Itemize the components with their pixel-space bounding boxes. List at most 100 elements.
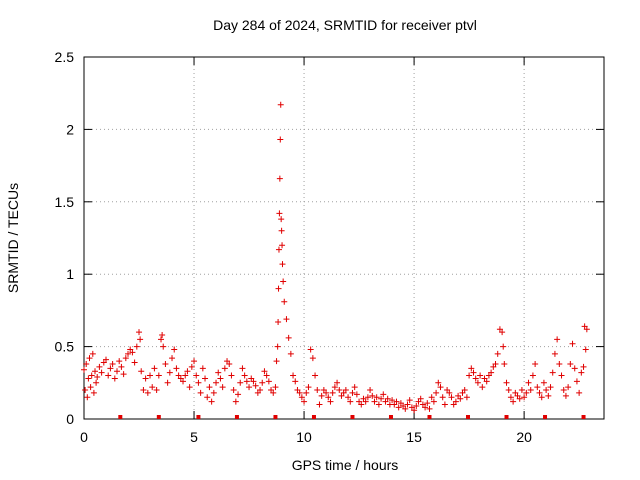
baseline-marker (311, 415, 316, 419)
data-point (375, 401, 382, 408)
data-point (301, 398, 308, 405)
data-point (159, 332, 166, 339)
data-point (305, 384, 312, 391)
data-point (105, 372, 112, 379)
data-point (492, 360, 499, 367)
data-point (219, 384, 226, 391)
baseline-marker (273, 415, 278, 419)
data-point (448, 394, 455, 401)
data-point (206, 384, 213, 391)
data-point (199, 365, 206, 372)
data-point (430, 398, 437, 405)
data-point (518, 387, 525, 394)
x-tick-label: 10 (296, 429, 312, 445)
data-point (422, 404, 429, 411)
data-point (327, 398, 334, 405)
data-point (261, 368, 268, 375)
data-point (371, 398, 378, 405)
data-point (210, 389, 217, 396)
data-point (501, 360, 508, 367)
data-point (583, 326, 590, 333)
data-point (556, 360, 563, 367)
data-point (186, 384, 193, 391)
data-point (576, 389, 583, 396)
data-point (404, 401, 411, 408)
data-point (122, 355, 129, 362)
data-point (250, 378, 257, 385)
baseline-marker (466, 415, 471, 419)
data-point (549, 369, 556, 376)
data-point (510, 398, 517, 405)
data-point (275, 285, 282, 292)
data-point (474, 379, 481, 386)
data-point (558, 372, 565, 379)
data-point (239, 365, 246, 372)
data-point (312, 372, 319, 379)
data-point (452, 398, 459, 405)
data-point (578, 369, 585, 376)
data-point (118, 363, 125, 370)
data-point (188, 363, 195, 370)
data-point (217, 375, 224, 382)
data-point (221, 365, 228, 372)
y-axis-label: SRMTID / TECUs (5, 183, 21, 293)
baseline-marker (234, 415, 239, 419)
data-point (507, 394, 514, 401)
data-point (287, 350, 294, 357)
baseline-marker (196, 415, 201, 419)
data-point (285, 334, 292, 341)
data-point (290, 372, 297, 379)
data-point (278, 216, 285, 223)
data-point (259, 379, 266, 386)
data-point (364, 394, 371, 401)
data-point (389, 397, 396, 404)
data-point (562, 392, 569, 399)
data-point (325, 394, 332, 401)
data-point (182, 372, 189, 379)
data-point (296, 389, 303, 396)
data-point (466, 372, 473, 379)
data-point (345, 394, 352, 401)
data-point (534, 384, 541, 391)
data-point (309, 355, 316, 362)
x-tick-label: 0 (80, 429, 88, 445)
data-point (523, 389, 530, 396)
data-point (85, 375, 92, 382)
data-point (125, 350, 132, 357)
data-point (358, 401, 365, 408)
data-point (573, 378, 580, 385)
data-point (362, 398, 369, 405)
data-point (402, 405, 409, 412)
data-point (545, 392, 552, 399)
y-tick-label: 0 (66, 411, 74, 427)
data-point (483, 378, 490, 385)
data-point (499, 329, 506, 336)
data-point (470, 369, 477, 376)
baseline-marker (427, 415, 432, 419)
plot-frame (83, 56, 605, 420)
data-point (353, 391, 360, 398)
data-point (532, 360, 539, 367)
data-point (274, 343, 281, 350)
data-point (147, 372, 154, 379)
y-tick-label: 2 (66, 121, 74, 137)
data-point (565, 384, 572, 391)
data-point (137, 336, 144, 343)
data-point (116, 358, 123, 365)
data-point (89, 350, 96, 357)
data-point (417, 395, 424, 402)
data-point (197, 389, 204, 396)
data-point (140, 387, 147, 394)
data-point (580, 363, 587, 370)
data-point (98, 369, 105, 376)
data-point (349, 389, 356, 396)
data-point (83, 360, 90, 367)
y-tick-label: 1 (66, 266, 74, 282)
data-point (265, 378, 272, 385)
data-point (307, 346, 314, 353)
data-point (428, 394, 435, 401)
data-point (257, 387, 264, 394)
data-point (215, 369, 222, 376)
data-point (281, 298, 288, 305)
data-point (503, 379, 510, 386)
